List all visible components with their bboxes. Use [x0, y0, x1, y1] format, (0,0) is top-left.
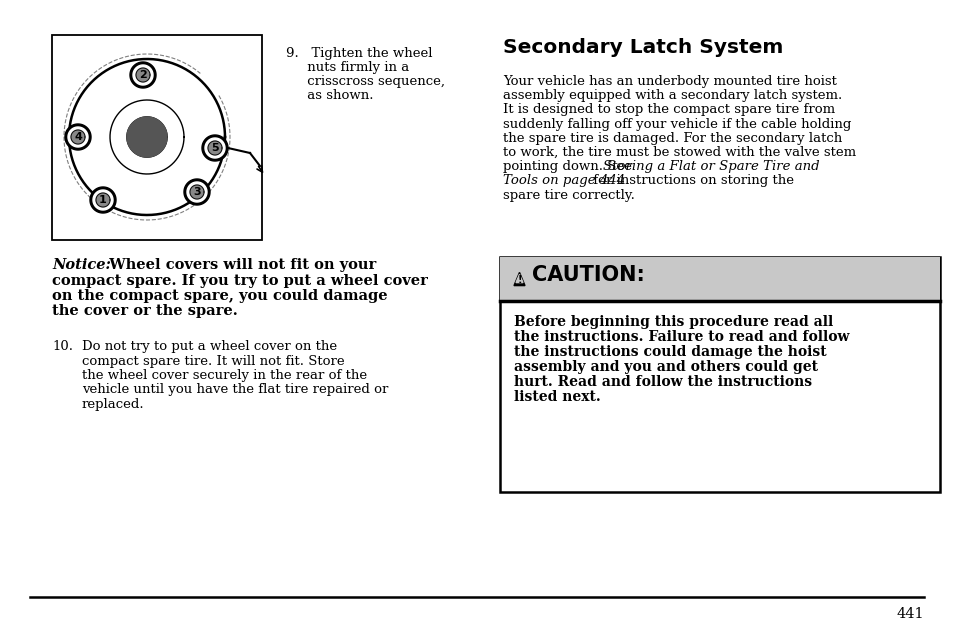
Polygon shape	[208, 141, 222, 155]
Polygon shape	[190, 185, 204, 199]
Polygon shape	[71, 130, 85, 144]
Text: Storing a Flat or Spare Tire and: Storing a Flat or Spare Tire and	[602, 160, 819, 173]
Text: on the compact spare, you could damage: on the compact spare, you could damage	[52, 289, 387, 303]
Text: pointing down. See: pointing down. See	[502, 160, 636, 173]
Polygon shape	[96, 193, 110, 207]
Text: nuts firmly in a: nuts firmly in a	[286, 61, 409, 74]
Text: compact spare. If you try to put a wheel cover: compact spare. If you try to put a wheel…	[52, 273, 428, 287]
Text: replaced.: replaced.	[82, 398, 145, 411]
Polygon shape	[92, 190, 112, 210]
Text: the cover or the spare.: the cover or the spare.	[52, 305, 237, 319]
Polygon shape	[187, 182, 207, 202]
Text: the wheel cover securely in the rear of the: the wheel cover securely in the rear of …	[82, 369, 367, 382]
Text: assembly and you and others could get: assembly and you and others could get	[514, 360, 817, 374]
Bar	[499, 257, 939, 492]
Text: 10.: 10.	[52, 340, 73, 353]
Text: for instructions on storing the: for instructions on storing the	[588, 174, 793, 188]
Text: crisscross sequence,: crisscross sequence,	[286, 75, 444, 88]
Text: Your vehicle has an underbody mounted tire hoist: Your vehicle has an underbody mounted ti…	[502, 75, 836, 88]
Polygon shape	[132, 65, 152, 85]
Text: CAUTION:: CAUTION:	[532, 265, 644, 285]
Bar	[52, 35, 262, 240]
Polygon shape	[90, 187, 116, 213]
Text: 3: 3	[193, 187, 200, 197]
Text: the instructions. Failure to read and follow: the instructions. Failure to read and fo…	[514, 330, 848, 344]
Polygon shape	[205, 138, 225, 158]
Text: 5: 5	[211, 143, 218, 153]
Text: listed next.: listed next.	[514, 390, 600, 404]
Text: It is designed to stop the compact spare tire from: It is designed to stop the compact spare…	[502, 104, 834, 116]
Text: compact spare tire. It will not fit. Store: compact spare tire. It will not fit. Sto…	[82, 354, 344, 368]
Polygon shape	[514, 272, 524, 286]
Polygon shape	[184, 179, 210, 205]
Text: Secondary Latch System: Secondary Latch System	[502, 38, 782, 57]
Text: the instructions could damage the hoist: the instructions could damage the hoist	[514, 345, 825, 359]
Text: 441: 441	[896, 607, 923, 621]
Text: 2: 2	[139, 70, 147, 80]
Polygon shape	[202, 135, 228, 161]
Text: suddenly falling off your vehicle if the cable holding: suddenly falling off your vehicle if the…	[502, 118, 850, 130]
Text: Wheel covers will not fit on your: Wheel covers will not fit on your	[99, 258, 375, 272]
Polygon shape	[127, 117, 167, 157]
Text: vehicle until you have the flat tire repaired or: vehicle until you have the flat tire rep…	[82, 384, 388, 396]
Bar	[499, 257, 939, 301]
Polygon shape	[136, 68, 150, 82]
Text: spare tire correctly.: spare tire correctly.	[502, 189, 634, 202]
Polygon shape	[68, 127, 88, 147]
Text: assembly equipped with a secondary latch system.: assembly equipped with a secondary latch…	[502, 89, 841, 102]
Text: Notice:: Notice:	[52, 258, 111, 272]
Polygon shape	[65, 124, 91, 150]
Text: 4: 4	[74, 132, 82, 142]
Text: 1: 1	[99, 195, 107, 205]
Text: !: !	[517, 275, 521, 285]
Text: the spare tire is damaged. For the secondary latch: the spare tire is damaged. For the secon…	[502, 132, 841, 145]
Text: 9.   Tighten the wheel: 9. Tighten the wheel	[286, 47, 432, 60]
Polygon shape	[130, 62, 156, 88]
Text: Do not try to put a wheel cover on the: Do not try to put a wheel cover on the	[82, 340, 336, 353]
Text: Before beginning this procedure read all: Before beginning this procedure read all	[514, 315, 832, 329]
Text: as shown.: as shown.	[286, 89, 374, 102]
Text: to work, the tire must be stowed with the valve stem: to work, the tire must be stowed with th…	[502, 146, 855, 159]
Polygon shape	[516, 274, 522, 282]
Text: Tools on page 444: Tools on page 444	[502, 174, 624, 188]
Text: hurt. Read and follow the instructions: hurt. Read and follow the instructions	[514, 375, 811, 389]
